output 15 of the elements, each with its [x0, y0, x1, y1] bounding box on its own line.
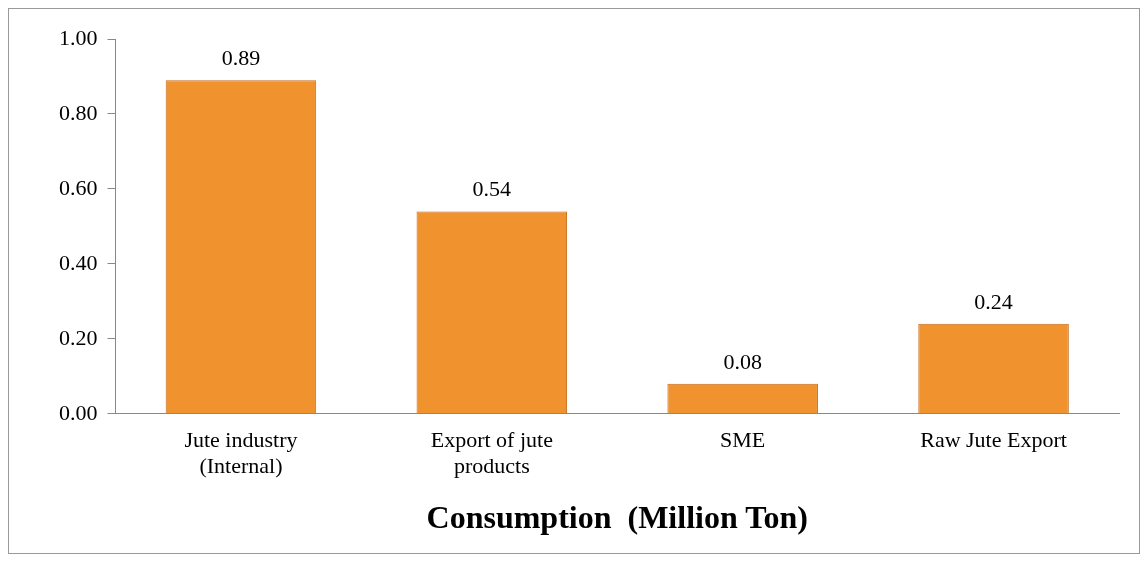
x-tick-label: Export of jute products	[430, 426, 553, 479]
y-tick-label: 0.60	[59, 174, 98, 200]
data-label: 0.24	[974, 288, 1013, 314]
y-tick-label: 0.20	[59, 324, 98, 350]
x-tick-label: Raw Jute Export	[920, 426, 1067, 452]
x-tick-label: SME	[720, 426, 766, 452]
data-label: 0.89	[221, 45, 261, 71]
y-tick-label: 1.00	[59, 24, 98, 50]
y-tick-label: 0.40	[59, 249, 98, 275]
y-tick-label: 0.00	[59, 399, 98, 425]
x-axis-title: Consumption (Million Ton)	[426, 499, 808, 536]
y-tick-label: 0.80	[59, 99, 98, 125]
x-tick-label: Jute industry (Internal)	[184, 426, 298, 479]
data-label: 0.08	[723, 348, 762, 374]
data-label: 0.54	[472, 176, 512, 202]
